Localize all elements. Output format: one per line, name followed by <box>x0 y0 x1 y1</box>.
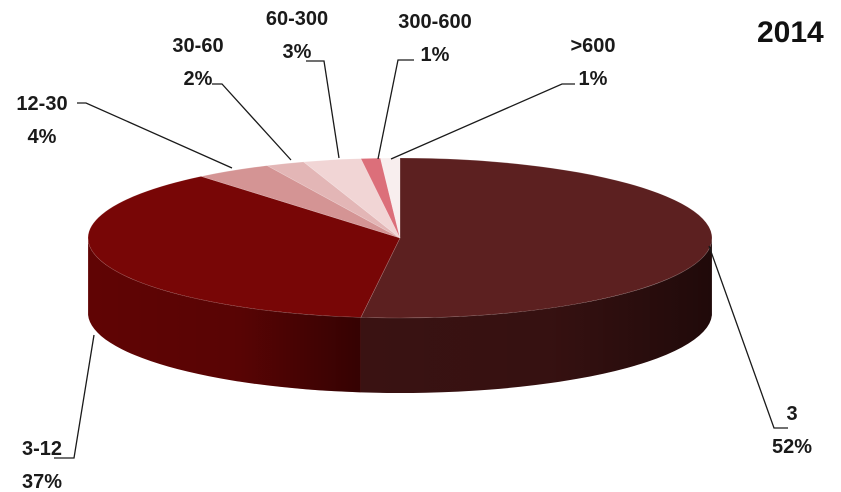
leader-gt600 <box>390 83 575 160</box>
slice-3-12 <box>87 176 401 318</box>
slice-label-300-600: 300-600 <box>398 11 471 33</box>
slice-percent-60-300: 3% <box>283 41 312 63</box>
slice-percent-12-30: 4% <box>28 126 57 148</box>
slice-side-shade-3-12 <box>88 239 361 393</box>
slice-12-30 <box>199 165 401 239</box>
slice-percent-3-12: 37% <box>22 471 62 492</box>
slice-3 <box>360 157 713 319</box>
slice-label-3-12: 3-12 <box>22 438 62 460</box>
slice-percent-3: 52% <box>772 436 812 458</box>
slice-label-60-300: 60-300 <box>266 8 328 30</box>
pie-top-faces <box>87 157 713 319</box>
slice-300-600 <box>360 157 401 239</box>
slice-gt600 <box>380 157 401 239</box>
slice-label-12-30: 12-30 <box>16 93 67 115</box>
slice-percent-300-600: 1% <box>421 44 450 66</box>
label-leader-lines <box>54 59 788 459</box>
leader-3 <box>708 245 788 429</box>
slice-label-3: 3 <box>786 403 797 425</box>
slice-percent-gt600: 1% <box>579 68 608 90</box>
pie-side-walls <box>88 239 712 393</box>
leader-60-300 <box>306 60 340 159</box>
slice-label-gt600: >600 <box>570 35 615 57</box>
leader-30-60 <box>212 83 292 161</box>
leader-12-30 <box>77 102 233 169</box>
slice-60-300 <box>302 158 401 239</box>
slice-side-shade-3 <box>360 240 712 393</box>
slice-label-30-60: 30-60 <box>172 35 223 57</box>
leader-3-12 <box>54 334 95 459</box>
leader-300-600 <box>377 59 414 160</box>
chart-title: 2014 <box>757 16 824 49</box>
slice-labels: 3 52% 3-12 37% 12-30 4% 30-60 2% 60-300 3% 300-600… <box>16 8 812 492</box>
slice-percent-30-60: 2% <box>184 68 213 90</box>
slice-30-60 <box>266 161 401 239</box>
